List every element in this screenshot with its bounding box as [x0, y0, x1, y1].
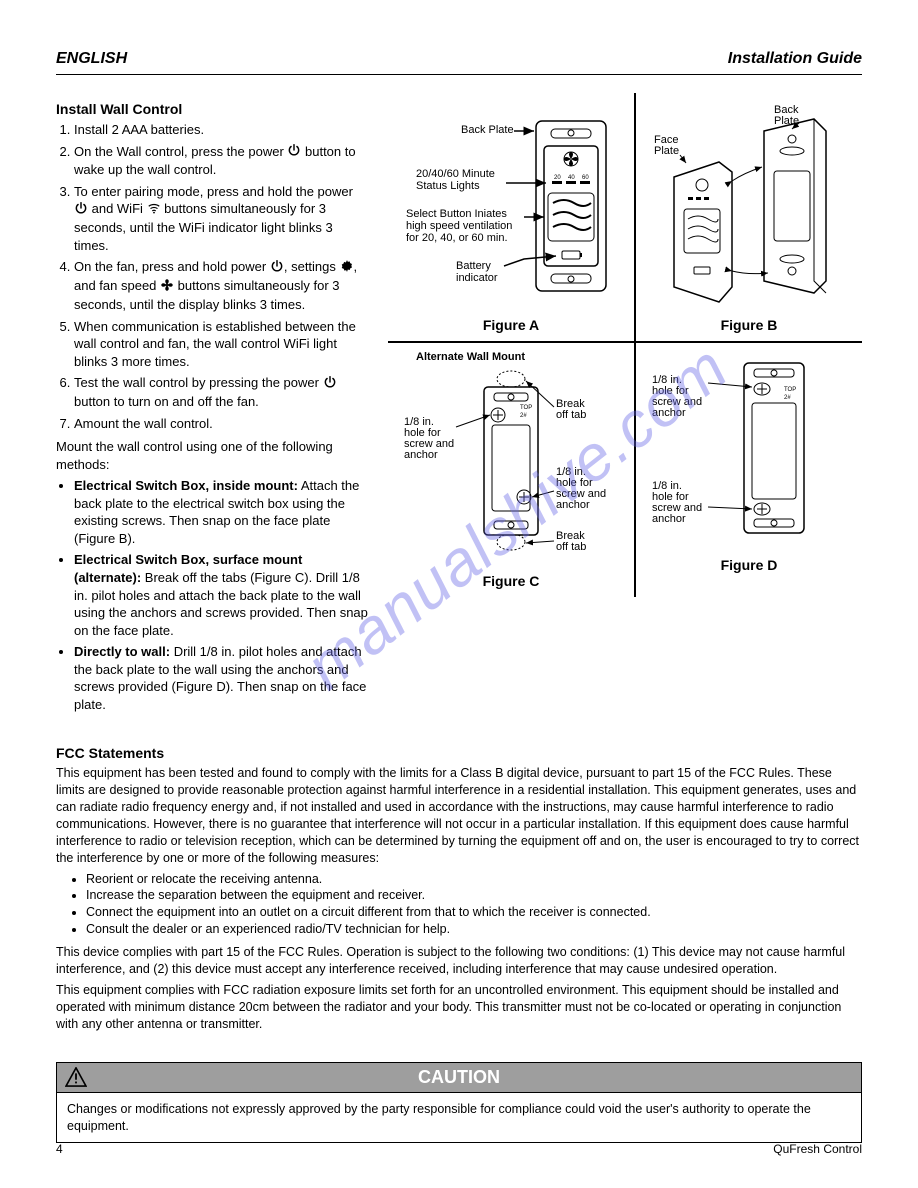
svg-text:Select Button Iniateshigh spee: Select Button Iniateshigh speed ventilat… — [406, 208, 512, 244]
header-title: Installation Guide — [728, 50, 862, 68]
install-heading: Install Wall Control — [56, 101, 368, 117]
svg-text:1/8 in.hole forscrew andanchor: 1/8 in.hole forscrew andanchor — [404, 416, 454, 461]
install-step-5: When communication is established betwee… — [74, 318, 368, 371]
header-language: ENGLISH — [56, 50, 127, 68]
power-icon — [287, 143, 301, 162]
mount-heading: Mount the wall control using one of the … — [56, 438, 368, 473]
svg-text:2#: 2# — [784, 395, 791, 401]
fcc-p3: This equipment complies with FCC radiati… — [56, 982, 862, 1033]
fcc-bullet-4: Consult the dealer or an experienced rad… — [86, 921, 862, 938]
caution-box: CAUTION Changes or modifications not exp… — [56, 1062, 862, 1143]
fcc-bullet-3: Connect the equipment into an outlet on … — [86, 904, 862, 921]
wifi-icon — [147, 201, 161, 220]
fcc-bullet-2: Increase the separation between the equi… — [86, 887, 862, 904]
figure-d: TOP 2# 1/8 in.hole forscrew andanchor — [636, 343, 862, 597]
svg-text:1/8 in.hole forscrew andanchor: 1/8 in.hole forscrew andanchor — [556, 466, 606, 511]
install-step-2: On the Wall control, press the power but… — [74, 143, 368, 179]
svg-text:20/40/60 MinuteStatus Lights: 20/40/60 MinuteStatus Lights — [416, 168, 495, 192]
fcc-p1: This equipment has been tested and found… — [56, 765, 862, 866]
install-step-6: Test the wall control by pressing the po… — [74, 374, 368, 410]
figure-c-caption: Figure C — [483, 573, 540, 589]
mount-method-1: Electrical Switch Box, inside mount: Att… — [74, 477, 368, 547]
svg-text:FacePlate: FacePlate — [654, 134, 679, 157]
figure-b-caption: Figure B — [721, 317, 778, 333]
svg-text:1/8 in.hole forscrew andanchor: 1/8 in.hole forscrew andanchor — [652, 480, 702, 525]
power-icon — [270, 259, 284, 278]
svg-text:TOP: TOP — [520, 405, 532, 411]
figure-b: BackPlate FacePlate Figure B — [636, 93, 862, 341]
fcc-p2: This device complies with part 15 of the… — [56, 944, 862, 978]
fan-icon — [160, 278, 174, 297]
power-icon — [323, 375, 337, 394]
mount-method-3: Directly to wall: Drill 1/8 in. pilot ho… — [74, 643, 368, 713]
svg-text:BackPlate: BackPlate — [774, 104, 799, 127]
svg-text:60: 60 — [582, 175, 589, 181]
svg-text:2#: 2# — [520, 413, 527, 419]
figure-a: 20 40 60 — [388, 93, 636, 341]
figure-a-caption: Figure A — [483, 317, 539, 333]
svg-text:Breakoff tab: Breakoff tab — [556, 530, 586, 553]
install-step-3: To enter pairing mode, press and hold th… — [74, 183, 368, 254]
fcc-bullet-1: Reorient or relocate the receiving anten… — [86, 871, 862, 888]
alt-mount-label: Alternate Wall Mount — [416, 351, 525, 363]
power-icon — [74, 201, 88, 220]
install-step-4: On the fan, press and hold power , setti… — [74, 258, 368, 313]
svg-text:Back Plate: Back Plate — [461, 124, 514, 136]
mount-method-2: Electrical Switch Box, surface mount (al… — [74, 551, 368, 639]
install-step-7: Amount the wall control. — [74, 415, 368, 433]
install-step-1: Install 2 AAA batteries. — [74, 121, 368, 139]
svg-text:40: 40 — [568, 175, 575, 181]
svg-text:Breakoff tab: Breakoff tab — [556, 398, 586, 421]
fcc-heading: FCC Statements — [56, 745, 862, 761]
svg-text:1/8 in.hole forscrew andanchor: 1/8 in.hole forscrew andanchor — [652, 374, 702, 419]
gear-icon — [340, 259, 354, 278]
svg-text:Batteryindicator: Batteryindicator — [456, 260, 498, 284]
footer-product: QuFresh Control — [773, 1142, 862, 1156]
figure-d-caption: Figure D — [721, 557, 778, 573]
caution-body: Changes or modifications not expressly a… — [57, 1093, 861, 1142]
warning-icon — [65, 1067, 87, 1092]
svg-text:20: 20 — [554, 175, 561, 181]
svg-text:TOP: TOP — [784, 387, 796, 393]
page-number: 4 — [56, 1142, 63, 1156]
header-rule — [56, 74, 862, 75]
caution-header: CAUTION — [57, 1063, 861, 1093]
figure-c: Alternate Wall Mount TO — [388, 343, 636, 597]
